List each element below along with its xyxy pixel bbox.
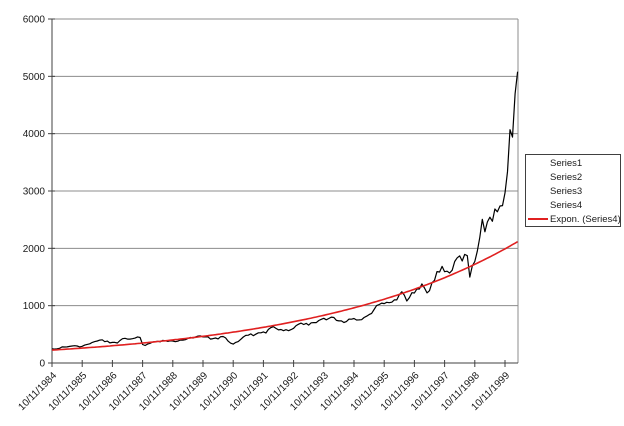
legend-label: Series3 bbox=[550, 185, 583, 197]
legend-label: Expon. (Series4) bbox=[550, 213, 621, 225]
legend-item: Expon. (Series4) bbox=[526, 212, 621, 226]
legend-item: Series4 bbox=[526, 198, 620, 212]
y-axis-tick-label: 1000 bbox=[23, 301, 46, 312]
trendline bbox=[51, 241, 519, 351]
y-axis-tick-label: 2000 bbox=[23, 244, 46, 255]
legend-empty-swatch bbox=[528, 190, 548, 192]
legend-item: Series2 bbox=[526, 171, 620, 185]
legend-line-swatch bbox=[528, 218, 548, 221]
legend: Series1 Series2 Series3 Series4 Expon. (Seri… bbox=[525, 154, 621, 227]
legend-empty-swatch bbox=[528, 204, 548, 206]
legend-item: Series1 bbox=[526, 157, 620, 171]
legend-empty-swatch bbox=[528, 163, 548, 165]
y-axis-tick-label: 4000 bbox=[23, 129, 46, 140]
legend-label: Series4 bbox=[550, 199, 583, 211]
y-axis-tick-label: 5000 bbox=[23, 72, 46, 83]
y-axis-tick-label: 6000 bbox=[23, 15, 46, 26]
y-axis-tick-label: 0 bbox=[39, 359, 45, 370]
y-axis-tick-label: 3000 bbox=[23, 187, 46, 198]
series4-line bbox=[51, 71, 519, 350]
legend-item: Series3 bbox=[526, 185, 620, 199]
legend-empty-swatch bbox=[528, 177, 548, 179]
legend-label: Series1 bbox=[550, 158, 583, 170]
legend-label: Series2 bbox=[550, 172, 583, 184]
